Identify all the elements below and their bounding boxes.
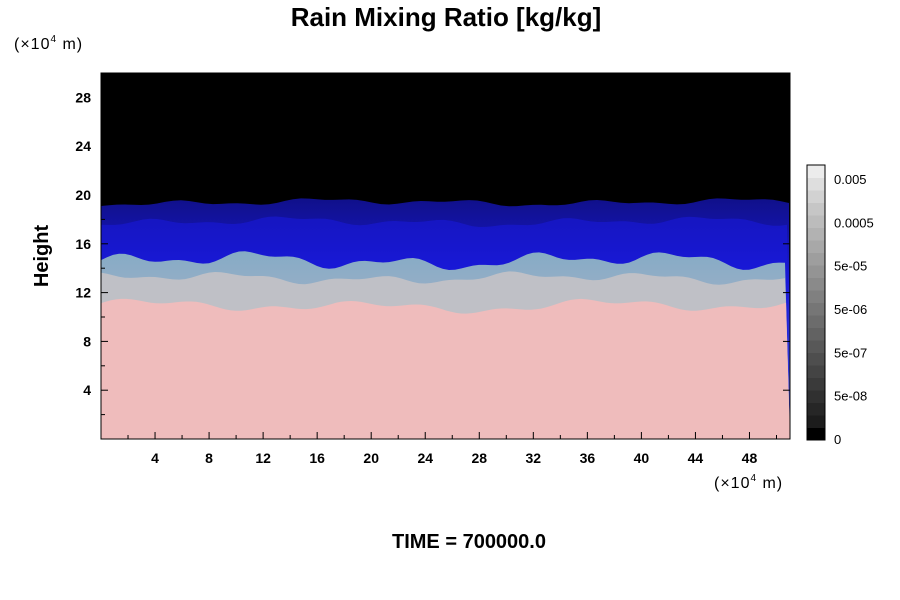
colorbar-label: 5e-08 [834, 389, 867, 404]
colorbar-segment [807, 215, 825, 228]
colorbar-segment [807, 340, 825, 353]
colorbar-segment [807, 177, 825, 191]
time-label: TIME = 700000.0 [392, 531, 546, 553]
x-tick-label: 44 [688, 450, 704, 466]
x-tick-label: 48 [742, 450, 758, 466]
colorbar-segment [807, 402, 825, 416]
colorbar-segment [807, 352, 825, 366]
colorbar-label: 5e-05 [834, 259, 867, 274]
field-layer-lower [101, 298, 790, 439]
colorbar-segment [807, 415, 825, 428]
x-tick-label: 8 [205, 450, 213, 466]
y-tick-label: 12 [75, 285, 91, 301]
y-tick-label: 24 [75, 138, 91, 154]
y-tick-label: 20 [75, 187, 91, 203]
colorbar-segment [807, 290, 825, 303]
x-tick-label: 16 [309, 450, 325, 466]
y-axis: 4 8 12 16 20 24 28 [75, 89, 790, 416]
x-tick-label: 20 [363, 450, 379, 466]
colorbar-segment [807, 327, 825, 341]
colorbar-segment [807, 277, 825, 291]
y-tick-label: 8 [83, 333, 91, 349]
colorbar-segment [807, 252, 825, 266]
colorbar-segment [807, 302, 825, 316]
plot-frame [100, 72, 791, 440]
x-tick-label: 24 [417, 450, 433, 466]
colorbar-segment [807, 265, 825, 278]
chart-title: Rain Mixing Ratio [kg/kg] [290, 2, 602, 32]
y-tick-label: 28 [75, 89, 91, 105]
colorbar-segment [807, 190, 825, 203]
colorbar-label: 0.0005 [834, 215, 874, 230]
colorbar-label: 0.005 [834, 172, 867, 187]
colorbar-segment [807, 377, 825, 391]
x-tick-label: 40 [634, 450, 650, 466]
x-axis-unit: (×104 m) [714, 473, 784, 492]
colorbar-segment [807, 365, 825, 378]
colorbar-segment [807, 227, 825, 241]
colorbar-frame [806, 164, 826, 441]
colorbar-segment [807, 390, 825, 403]
colorbar-segment [807, 315, 825, 328]
colorbar-segment [807, 240, 825, 253]
colorbar-segment [807, 427, 825, 441]
y-tick-label: 16 [75, 236, 91, 252]
colorbar: 0 5e-08 5e-07 5e-06 5e-05 0.0005 0.005 [806, 164, 874, 447]
y-axis-unit: (×104 m) [14, 34, 84, 53]
x-tick-label: 4 [151, 450, 159, 466]
colorbar-segment [807, 165, 825, 178]
x-tick-label: 12 [255, 450, 271, 466]
x-tick-label: 32 [526, 450, 542, 466]
colorbar-segment [807, 202, 825, 216]
x-tick-label: 28 [471, 450, 487, 466]
colorbar-label: 0 [834, 432, 841, 447]
colorbar-label: 5e-06 [834, 302, 867, 317]
y-tick-label: 4 [83, 382, 91, 398]
x-tick-label: 36 [580, 450, 596, 466]
colorbar-label: 5e-07 [834, 345, 867, 360]
plot-area [101, 73, 790, 439]
x-axis: 4 8 12 16 20 24 28 32 36 40 44 48 [127, 73, 777, 466]
